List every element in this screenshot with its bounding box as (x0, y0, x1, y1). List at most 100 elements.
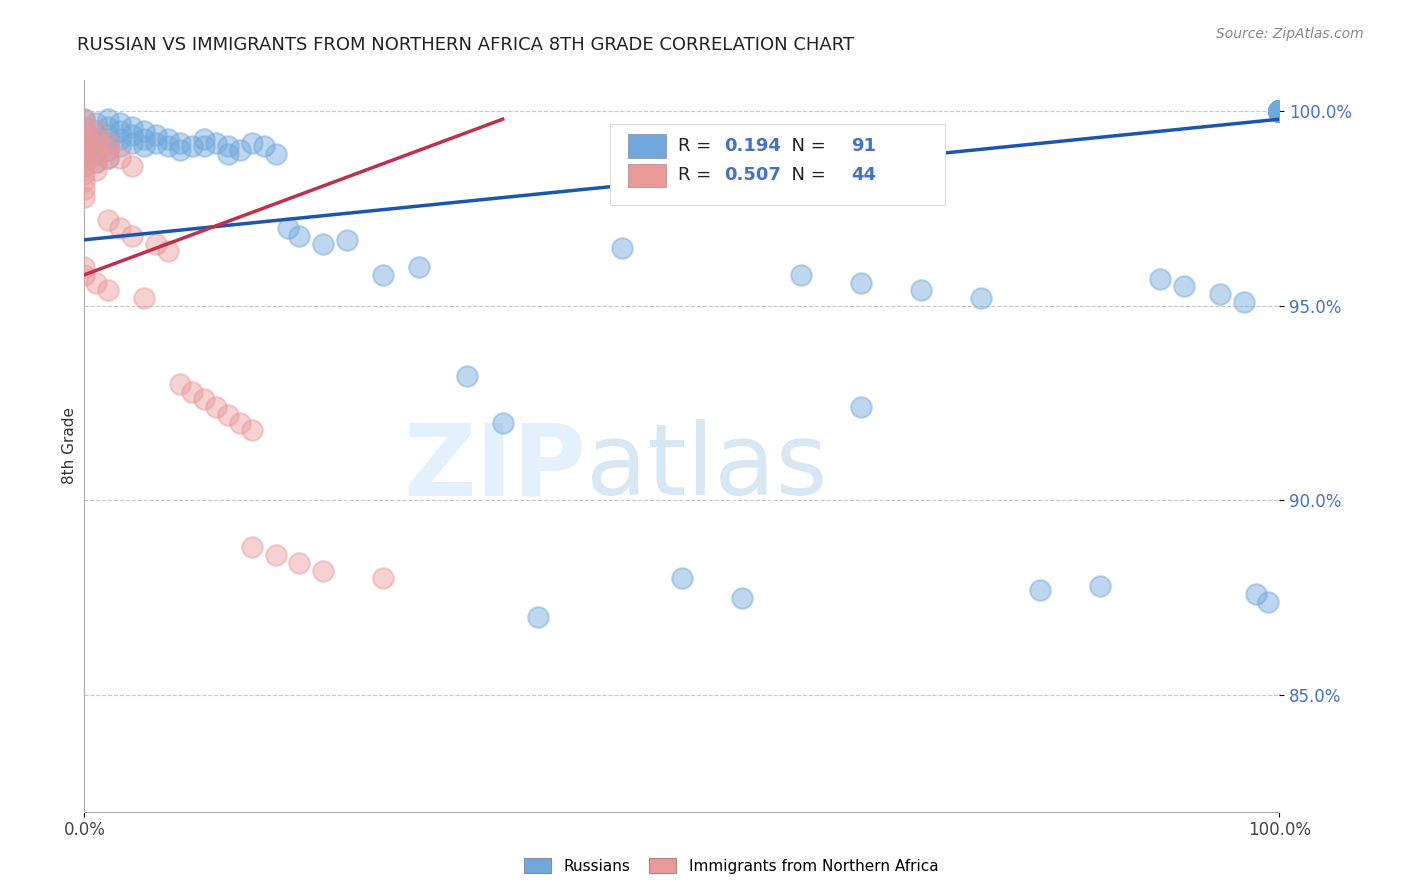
Point (217, 408, 239, 422)
Point (1257, 594, 1279, 608)
Point (110, 139, 132, 153)
Point (312, 564, 335, 578)
Text: R =: R = (678, 167, 717, 185)
Point (193, 139, 215, 153)
Point (86, 155, 108, 169)
Point (73, 260, 96, 274)
Point (86, 131, 108, 145)
Point (1268, 104, 1291, 119)
Point (73, 151, 96, 165)
Point (73, 144, 96, 158)
Point (157, 244, 180, 259)
Point (217, 147, 239, 161)
Point (240, 540, 263, 554)
Text: R =: R = (678, 137, 717, 155)
Point (110, 151, 132, 165)
Point (73, 120, 96, 134)
Point (288, 228, 311, 243)
Point (1268, 104, 1291, 119)
Point (240, 424, 263, 438)
Point (145, 128, 167, 142)
Point (73, 120, 96, 134)
Point (1268, 104, 1291, 119)
Point (86, 147, 108, 161)
Point (157, 131, 180, 145)
Point (121, 228, 143, 243)
Point (1268, 104, 1291, 119)
Point (97, 144, 120, 158)
Point (205, 400, 228, 414)
Point (132, 131, 156, 145)
Point (851, 400, 873, 414)
Point (73, 151, 96, 165)
Point (73, 174, 96, 188)
Point (1029, 582, 1052, 597)
Legend: Russians, Immigrants from Northern Africa: Russians, Immigrants from Northern Afric… (517, 852, 945, 880)
Point (1268, 104, 1291, 119)
Point (492, 416, 515, 430)
Point (73, 112, 96, 127)
Point (121, 120, 143, 134)
Point (731, 591, 754, 605)
Point (1268, 104, 1291, 119)
Point (97, 128, 120, 142)
Y-axis label: 8th Grade: 8th Grade (62, 408, 77, 484)
FancyBboxPatch shape (610, 124, 945, 204)
Point (145, 236, 167, 251)
FancyBboxPatch shape (628, 163, 666, 187)
Point (86, 131, 108, 145)
Point (169, 144, 191, 158)
Point (1233, 295, 1256, 310)
Point (1173, 279, 1195, 293)
Point (408, 260, 430, 274)
Point (73, 136, 96, 150)
Point (73, 136, 96, 150)
Point (86, 124, 108, 138)
Point (1268, 104, 1291, 119)
Point (217, 139, 239, 153)
Point (229, 416, 252, 430)
Point (73, 128, 96, 142)
Point (373, 571, 395, 585)
Point (240, 136, 263, 150)
Point (1268, 104, 1291, 119)
Point (851, 276, 873, 290)
Point (97, 144, 120, 158)
Point (264, 147, 287, 161)
Point (73, 144, 96, 158)
Point (110, 116, 132, 130)
Point (86, 116, 108, 130)
FancyBboxPatch shape (628, 135, 666, 158)
Point (1268, 104, 1291, 119)
Point (97, 120, 120, 134)
Point (790, 268, 813, 282)
Point (132, 291, 156, 305)
Point (910, 284, 932, 298)
Text: ZIP: ZIP (404, 419, 586, 516)
Point (193, 392, 215, 407)
Point (97, 136, 120, 150)
Point (336, 233, 359, 247)
Point (97, 213, 120, 227)
Point (169, 136, 191, 150)
Point (86, 139, 108, 153)
Point (1268, 104, 1291, 119)
Point (264, 548, 287, 562)
Point (277, 221, 299, 235)
Text: 44: 44 (852, 167, 876, 185)
Point (86, 124, 108, 138)
Point (1149, 271, 1171, 285)
Point (169, 376, 191, 391)
Point (1268, 104, 1291, 119)
Point (288, 556, 311, 570)
Point (73, 167, 96, 181)
Point (456, 368, 478, 383)
Point (132, 139, 156, 153)
Point (229, 144, 252, 158)
Text: 91: 91 (852, 137, 876, 155)
Point (86, 162, 108, 177)
Point (157, 139, 180, 153)
Point (86, 155, 108, 169)
Point (110, 124, 132, 138)
Point (97, 284, 120, 298)
